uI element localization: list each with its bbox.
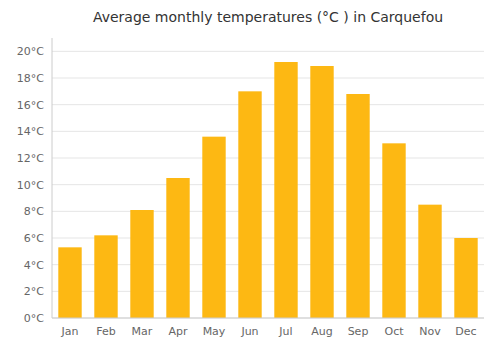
bar bbox=[130, 210, 153, 318]
x-tick-label: Mar bbox=[132, 325, 153, 338]
y-tick-label: 0°C bbox=[24, 312, 44, 325]
grid-line bbox=[52, 51, 484, 52]
grid-line bbox=[52, 104, 484, 105]
chart-container: Average monthly temperatures (°C ) in Ca… bbox=[0, 0, 500, 350]
title: Average monthly temperatures (°C ) in Ca… bbox=[93, 9, 443, 25]
y-axis-line bbox=[52, 38, 53, 318]
x-tick-label: Jun bbox=[240, 325, 258, 338]
bar bbox=[166, 178, 189, 318]
y-tick-label: 4°C bbox=[24, 259, 44, 272]
bar bbox=[382, 143, 405, 318]
x-tick-label: Nov bbox=[419, 325, 441, 338]
grid-line bbox=[52, 184, 484, 185]
x-tick-label: Jan bbox=[61, 325, 79, 338]
grid bbox=[52, 51, 484, 318]
bar bbox=[418, 205, 441, 318]
grid-line bbox=[52, 318, 484, 319]
y-tick-label: 6°C bbox=[24, 232, 44, 245]
y-tick-label: 20°C bbox=[17, 45, 44, 58]
y-tick-label: 16°C bbox=[17, 99, 44, 112]
y-tick-label: 2°C bbox=[24, 285, 44, 298]
x-tick-label: Sep bbox=[348, 325, 369, 338]
x-tick-label: May bbox=[203, 325, 226, 338]
bar bbox=[346, 94, 369, 318]
y-tick-label: 12°C bbox=[17, 152, 44, 165]
bar bbox=[454, 238, 477, 318]
x-tick-label: Apr bbox=[168, 325, 188, 338]
bar bbox=[274, 62, 297, 318]
bar bbox=[238, 91, 261, 318]
bar bbox=[202, 137, 225, 318]
x-tick-label: Jul bbox=[278, 325, 292, 338]
grid-line bbox=[52, 78, 484, 79]
y-tick-label: 18°C bbox=[17, 72, 44, 85]
y-tick-label: 14°C bbox=[17, 125, 44, 138]
y-tick-label: 8°C bbox=[24, 205, 44, 218]
bar bbox=[94, 235, 117, 318]
bars bbox=[58, 62, 477, 318]
bar bbox=[310, 66, 333, 318]
bar bbox=[58, 247, 81, 318]
x-tick-label: Oct bbox=[384, 325, 404, 338]
x-tick-label: Aug bbox=[311, 325, 332, 338]
grid-line bbox=[52, 158, 484, 159]
x-axis-line bbox=[52, 318, 484, 319]
grid-line bbox=[52, 131, 484, 132]
y-tick-label: 10°C bbox=[17, 179, 44, 192]
chart: Average monthly temperatures (°C ) in Ca… bbox=[0, 0, 500, 350]
x-tick-label: Dec bbox=[455, 325, 476, 338]
x-tick-label: Feb bbox=[96, 325, 115, 338]
